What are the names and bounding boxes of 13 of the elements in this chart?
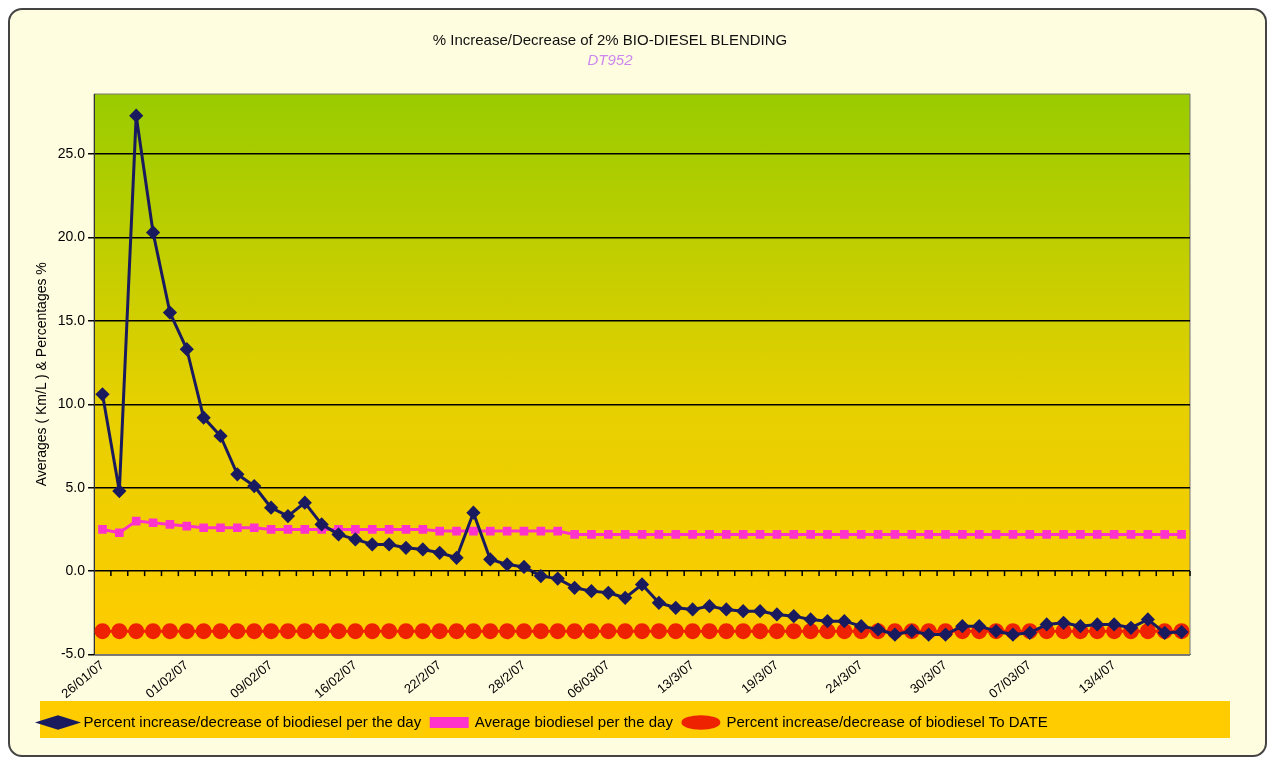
y-tick-label: 10.0	[57, 395, 86, 412]
chart-title: % Increase/Decrease of 2% BIO-DIESEL BLENDING	[432, 31, 788, 49]
legend-label: Average biodiesel per the day	[474, 712, 674, 730]
chart-subtitle: DT952	[587, 51, 634, 69]
y-tick-label: 25.0	[57, 144, 86, 161]
y-tick-label: 20.0	[57, 228, 86, 245]
legend-label: Percent increase/decrease of biodiesel To DATE	[726, 712, 1048, 730]
y-axis-title: Averages ( Km/L ) & Percentages %	[33, 262, 50, 487]
y-tick-label: 0.0	[65, 561, 86, 578]
y-tick-label: 5.0	[65, 478, 86, 495]
y-tick-label: -5.0	[60, 645, 86, 662]
y-tick-label: 15.0	[57, 311, 86, 328]
legend-label: Percent increase/decrease of biodiesel per the day	[83, 712, 422, 730]
